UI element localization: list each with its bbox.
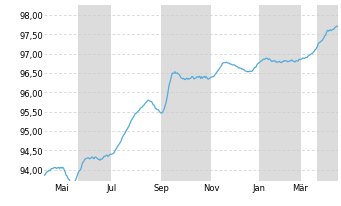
Bar [161,6,211,181]
Bar [78,6,111,181]
Bar [258,6,300,181]
Bar [317,6,338,181]
